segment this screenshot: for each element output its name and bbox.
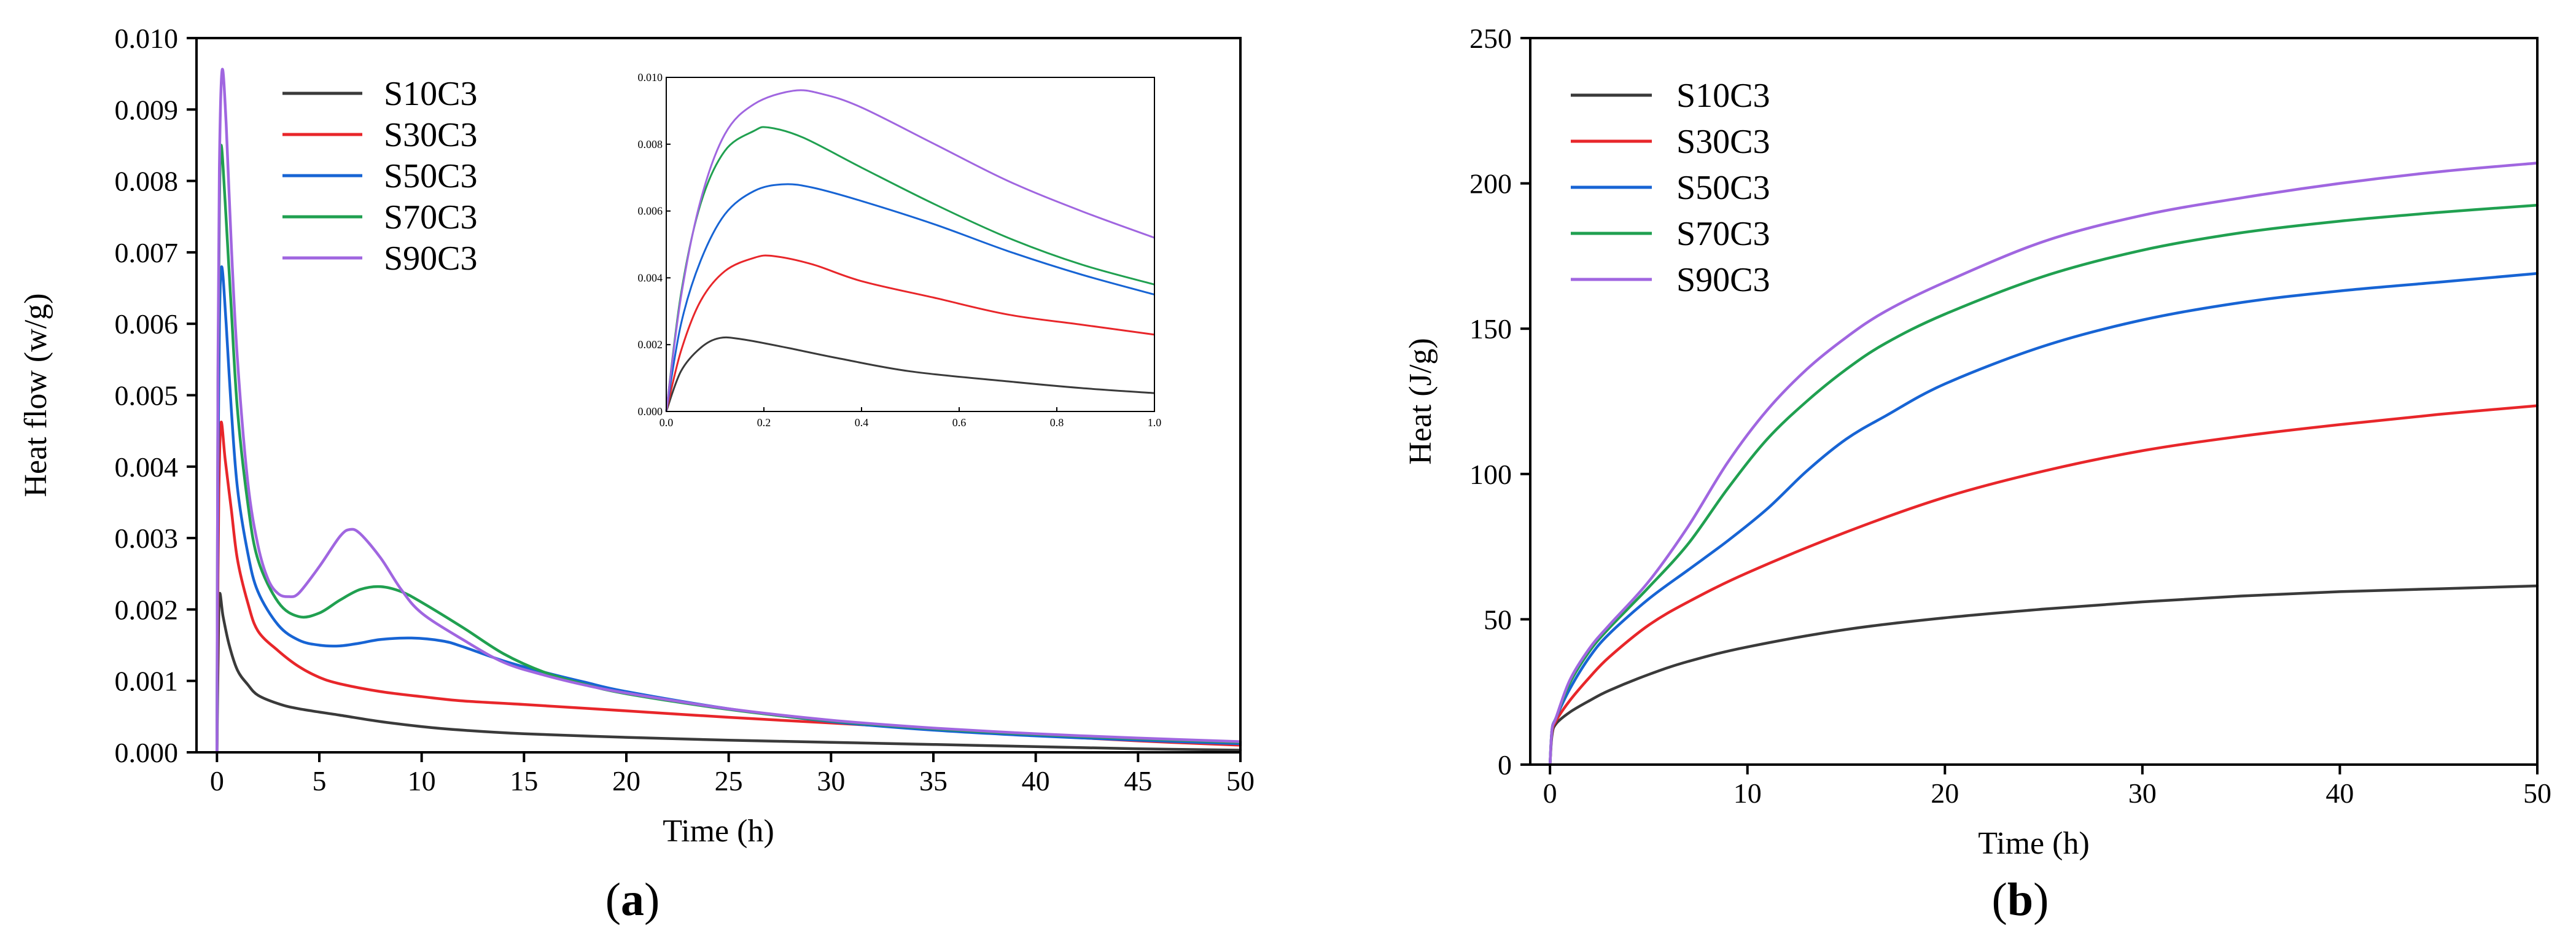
x-tick-label: 20 — [1931, 777, 1959, 809]
x-tick-label: 40 — [1022, 765, 1050, 797]
y-tick-label: 100 — [1469, 459, 1512, 490]
series-line-s70c3 — [1548, 203, 2539, 766]
legend-entry-s70c3: S70C3 — [1676, 215, 1770, 253]
legend-entry-s90c3: S90C3 — [384, 240, 478, 278]
chart-panel-a: 0 5 10 15 20 25 30 35 40 45 50 0.000 0.001 0.002 0.003… — [18, 23, 1255, 926]
legend-entry-s90c3: S90C3 — [1676, 261, 1770, 299]
y-tick-label: 0.001 — [115, 666, 179, 697]
series-line-s90c3 — [1548, 162, 2539, 766]
inset-x-tick-label: 0.8 — [1050, 416, 1064, 429]
y-tick-label: 0.004 — [115, 451, 179, 483]
series-line-s90c3 — [216, 68, 1242, 754]
inset-series-line-s10c3 — [665, 336, 1155, 412]
x-axis-label: Time (h) — [663, 814, 774, 849]
x-tick-label: 40 — [2325, 777, 2354, 809]
caption-letter: b — [2007, 874, 2033, 926]
inset-y-tick-label: 0.000 — [638, 405, 663, 418]
y-tick-label: 0.006 — [115, 308, 179, 340]
inset-series-line-s50c3 — [665, 183, 1155, 412]
y-tick-label: 250 — [1469, 23, 1512, 54]
caption-close: ) — [644, 874, 660, 926]
inset-y-tick-label: 0.008 — [638, 138, 663, 150]
inset-x-tick-label: 0.0 — [660, 416, 674, 429]
x-tick-label: 30 — [2128, 777, 2157, 809]
y-tick-label: 150 — [1469, 313, 1512, 345]
legend-entry-s70c3: S70C3 — [384, 198, 478, 236]
inset-x-tick-label: 0.4 — [855, 416, 869, 429]
y-tick-label: 0.002 — [115, 594, 179, 625]
x-tick-label: 5 — [313, 765, 327, 797]
series-line-s30c3 — [1548, 404, 2539, 766]
series-line-s10c3 — [216, 591, 1242, 754]
x-tick-label: 25 — [715, 765, 743, 797]
inset-frame — [666, 77, 1155, 412]
inset-y-tick-label: 0.002 — [638, 338, 663, 351]
y-tick-label: 0.010 — [115, 23, 179, 54]
x-tick-label: 10 — [408, 765, 436, 797]
y-tick-label: 0.005 — [115, 380, 179, 411]
legend-entry-s50c3: S50C3 — [384, 157, 478, 195]
x-axis-label: Time (h) — [1978, 826, 2090, 861]
y-tick-label: 0.008 — [115, 166, 179, 197]
panel-caption: (a) — [605, 874, 660, 926]
legend-entry-s30c3: S30C3 — [384, 116, 478, 154]
inset-x-tick-label: 0.2 — [757, 416, 771, 429]
inset-series-line-s30c3 — [665, 254, 1155, 412]
inset-x-tick-label: 0.6 — [952, 416, 967, 429]
y-axis-label: Heat (J/g) — [1403, 338, 1438, 464]
y-tick-label: 50 — [1484, 604, 1512, 635]
legend-entry-s10c3: S10C3 — [384, 75, 478, 113]
x-tick-label: 0 — [210, 765, 224, 797]
legend-entry-s50c3: S50C3 — [1676, 169, 1770, 207]
caption-open: ( — [605, 874, 621, 926]
series-group — [1548, 162, 2539, 766]
plot-frame — [1529, 37, 2539, 766]
series-line-s10c3 — [1548, 584, 2539, 766]
x-tick-label: 35 — [919, 765, 948, 797]
inset-y-tick-label: 0.004 — [638, 271, 663, 284]
caption-open: ( — [1992, 874, 2007, 926]
caption-close: ) — [2033, 874, 2049, 926]
inset-x-tick-label: 1.0 — [1148, 416, 1162, 429]
y-tick-label: 0.007 — [115, 237, 179, 268]
x-tick-label: 50 — [1226, 765, 1255, 797]
x-tick-label: 45 — [1124, 765, 1152, 797]
x-tick-label: 10 — [1734, 777, 1762, 809]
y-tick-label: 0.000 — [115, 737, 179, 768]
series-group — [216, 68, 1242, 754]
inset-y-tick-label: 0.006 — [638, 205, 663, 217]
inset-series-line-s90c3 — [665, 89, 1155, 412]
chart-panel-b: 0 10 20 30 40 50 0 50 100 150 200 250 Time (h) Heat (… — [1403, 23, 2551, 926]
y-tick-label: 200 — [1469, 168, 1512, 200]
panel-caption: (b) — [1992, 874, 2049, 926]
y-tick-label: 0.003 — [115, 523, 179, 554]
inset-series-group — [665, 89, 1155, 412]
inset-background — [666, 77, 1154, 411]
x-tick-label: 30 — [817, 765, 845, 797]
inset-chart: 0.0 0.2 0.4 0.6 0.8 1.0 0.000 0.002 0.004 0.006 0.… — [638, 71, 1162, 429]
legend: S10C3 S30C3 S50C3 S70C3 S90C3 — [1571, 77, 1770, 299]
caption-letter: a — [621, 874, 644, 926]
legend-entry-s30c3: S30C3 — [1676, 123, 1770, 161]
inset-y-tick-label: 0.010 — [638, 71, 663, 84]
y-axis-label: Heat flow (w/g) — [18, 293, 53, 497]
x-tick-label: 20 — [612, 765, 640, 797]
y-tick-label: 0.009 — [115, 94, 179, 125]
x-tick-label: 15 — [510, 765, 538, 797]
legend-entry-s10c3: S10C3 — [1676, 77, 1770, 115]
x-tick-label: 0 — [1543, 777, 1557, 809]
series-line-s50c3 — [1548, 272, 2539, 766]
y-tick-label: 0 — [1498, 749, 1512, 781]
x-tick-label: 50 — [2523, 777, 2551, 809]
